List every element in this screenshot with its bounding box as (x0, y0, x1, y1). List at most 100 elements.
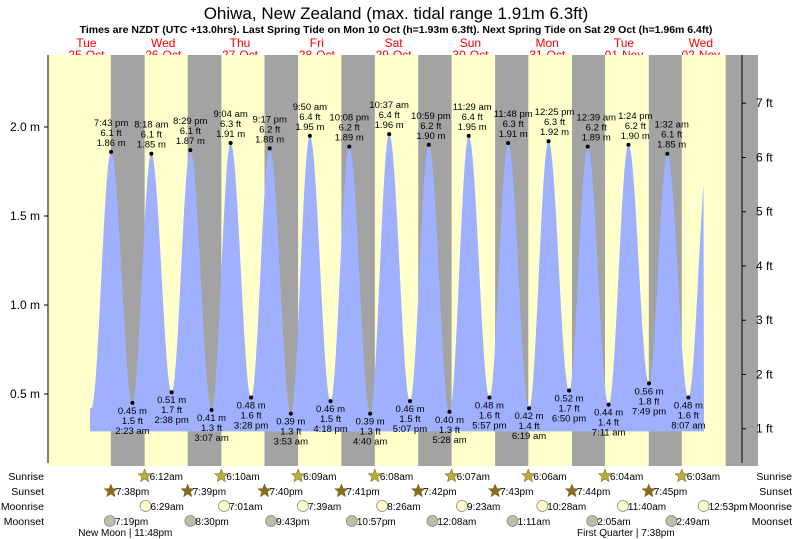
high-tide-label-group: 8:29 pm6.1 ft1.87 m (173, 116, 207, 147)
high-tide-point (665, 151, 670, 156)
high-tide-label: 6.2 ft (586, 123, 607, 134)
moonset-time: 1:11am (518, 517, 551, 528)
sunset-time: 7:41pm (346, 487, 379, 498)
sunset-star-icon (103, 483, 119, 498)
day-label-dow: Fri (310, 36, 324, 50)
moonrise-row-label-right: Moonrise (749, 501, 792, 513)
low-tide-label: 1.3 ft (439, 425, 460, 436)
left-tick-label: 0.5 m (10, 387, 40, 401)
low-tide-label-group: 0.39 m1.3 ft3:53 am (274, 417, 308, 448)
low-tide-label-group: 0.48 m1.6 ft3:28 pm (234, 401, 268, 432)
low-tide-label-group: 0.51 m1.7 ft2:38 pm (154, 395, 188, 426)
moonset-moon-icon (426, 515, 439, 527)
low-tide-label: 7:49 pm (632, 406, 666, 417)
sunrise-star-icon (674, 468, 690, 483)
low-tide-point (209, 408, 214, 413)
sunset-star-icon (180, 483, 195, 498)
low-tide-label: 1.3 ft (360, 427, 381, 438)
low-tide-label-group: 0.46 m1.5 ft4:18 pm (313, 404, 347, 435)
sunset-star-icon (641, 483, 657, 498)
moonrise-time: 10:28am (547, 502, 586, 513)
moonrise-moon-icon (456, 500, 468, 512)
high-tide-label: 1.87 m (176, 136, 205, 147)
low-tide-point (567, 388, 572, 393)
low-tide-point (368, 411, 373, 416)
low-tide-point (527, 406, 532, 411)
axes: 0.5 m 1.0 m 1.5 m 2.0 m 1 ft 2 ft 3 ft 4 ft 5 ft… (10, 55, 773, 463)
left-tick-label: 1.0 m (10, 298, 40, 312)
high-tide-label: 1.90 m (621, 131, 650, 142)
low-tide-label: 1.6 ft (678, 411, 699, 422)
right-tick-label: 1 ft (756, 422, 773, 436)
high-tide-label: 7:43 pm (94, 118, 128, 129)
night-band (725, 55, 742, 466)
right-tick-label: 6 ft (756, 150, 773, 164)
high-tide-label-group: 1:32 am6.1 ft1.85 m (655, 120, 689, 151)
sunrise-row-label-right: Sunrise (756, 471, 792, 483)
high-tide-label-group: 11:48 pm6.3 ft1.91 m (494, 109, 533, 140)
low-tide-label: 0.46 m (316, 404, 345, 415)
high-tide-label: 9:04 am (213, 109, 247, 120)
low-tide-label: 1.5 ft (320, 414, 341, 425)
low-tide-label: 0.45 m (118, 406, 147, 417)
low-tide-point (288, 411, 293, 416)
high-tide-label: 6.3 ft (220, 119, 241, 130)
low-tide-point (249, 395, 254, 400)
low-tide-label: 1.3 ft (280, 427, 301, 438)
day-label-dow: Tue (614, 36, 635, 50)
high-tide-point (506, 141, 511, 146)
high-tide-label-group: 8:18 am6.1 ft1.85 m (134, 120, 168, 151)
moonrise-time: 11:40am (628, 502, 666, 513)
low-tide-label-group: 0.39 m1.3 ft4:40 am (353, 417, 387, 448)
chart-subtitle: Times are NZDT (UTC +13.0hrs). Last Spri… (80, 24, 713, 36)
high-tide-label: 9:50 am (293, 102, 327, 113)
moonrise-moon-icon (376, 500, 389, 512)
high-tide-label: 6.2 ft (339, 123, 360, 134)
chart-title: Ohiwa, New Zealand (max. tidal range 1.9… (204, 4, 589, 23)
sunrise-star-icon (367, 468, 383, 483)
high-tide-point (626, 142, 631, 147)
moonset-moon-icon (665, 515, 678, 527)
moonset-moon-icon (103, 515, 116, 527)
high-tide-label-group: 10:08 pm6.2 ft1.89 m (329, 113, 369, 144)
low-tide-point (606, 402, 611, 407)
low-tide-label-group: 0.41 m1.3 ft3:07 am (194, 413, 228, 444)
high-tide-label-group: 12:39 am6.2 ft1.89 m (576, 113, 616, 144)
low-tide-label-group: 0.48 m1.6 ft8:07 am (671, 401, 705, 432)
sunrise-time: 6:06am (533, 472, 566, 483)
sunset-time: 7:39pm (193, 487, 226, 498)
high-tide-point (426, 142, 431, 147)
low-tide-label: 1.6 ft (479, 411, 500, 422)
moonset-time: 12:08am (437, 517, 476, 528)
sunrise-time: 6:07am (457, 472, 490, 483)
low-tide-point (647, 381, 652, 386)
left-tick-label: 1.5 m (10, 209, 40, 223)
sunset-time: 7:38pm (116, 487, 149, 498)
sunrise-star-icon (290, 468, 306, 483)
moonrise-moon-icon (697, 500, 710, 512)
high-tide-label: 9:17 pm (253, 114, 287, 125)
sunset-row-label-right: Sunset (759, 486, 792, 498)
high-tide-label: 1:32 am (655, 120, 689, 131)
high-tide-label: 12:25 pm (535, 107, 575, 118)
high-tide-label: 1.88 m (255, 134, 284, 145)
high-tide-label-group: 12:25 pm6.3 ft1.92 m (535, 107, 575, 138)
moonrise-row-label-left: Moonrise (1, 501, 44, 513)
moonrise-time: 7:01am (229, 502, 262, 513)
high-tide-point (267, 146, 272, 151)
low-tide-label: 0.40 m (435, 415, 464, 426)
moonrise-time: 6:29am (151, 502, 184, 513)
low-tide-label: 4:40 am (353, 437, 387, 448)
high-tide-label: 1.85 m (657, 140, 686, 151)
high-tide-label: 6.2 ft (259, 124, 280, 135)
sunrise-star-icon (521, 468, 536, 483)
high-tide-label: 6.1 ft (661, 130, 682, 141)
high-tide-label-group: 11:29 am6.4 ft1.95 m (453, 102, 492, 133)
high-tide-label: 6.2 ft (420, 121, 441, 132)
moonrise-moon-icon (536, 500, 549, 512)
low-tide-label: 5:07 pm (393, 424, 427, 435)
moonset-time: 8:30pm (195, 517, 228, 528)
high-tide-point (109, 149, 114, 154)
right-tick-label: 7 ft (756, 96, 773, 110)
low-tide-label: 0.39 m (356, 417, 385, 428)
